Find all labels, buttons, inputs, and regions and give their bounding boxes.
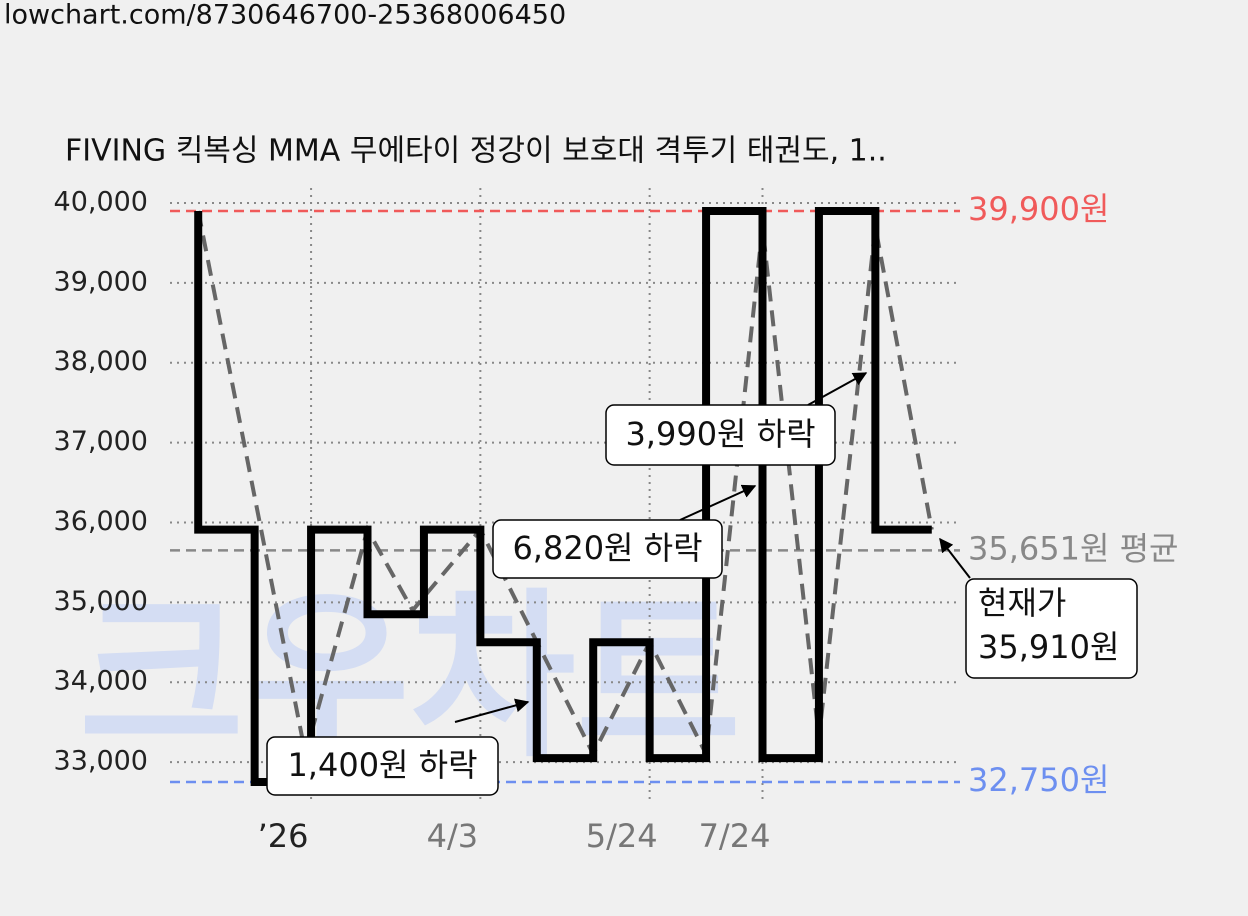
reference-label: 39,900원	[968, 190, 1109, 228]
annotation-arrow	[807, 372, 868, 406]
y-tick-label: 38,000	[54, 346, 148, 377]
reference-label: 32,750원	[968, 761, 1109, 799]
url: lowchart.com/8730646700-25368006450	[4, 0, 566, 31]
y-tick-label: 34,000	[54, 666, 148, 697]
annotation-box	[266, 736, 499, 796]
x-tick-label: 5/24	[586, 817, 658, 855]
annotation-box	[492, 519, 723, 579]
y-tick-label: 40,000	[54, 186, 148, 217]
annotation-arrow	[454, 698, 530, 723]
y-tick-label: 37,000	[54, 426, 148, 457]
annotation-text: 현재가	[978, 584, 1066, 622]
y-tick-label: 39,000	[54, 266, 148, 297]
annotation-text: 35,910원	[978, 628, 1119, 666]
annotation-arrow	[939, 537, 971, 579]
annotation-text: 1,400원 하락	[287, 746, 477, 784]
x-tick-label: 7/24	[699, 817, 771, 855]
x-tick-label: 4/3	[427, 817, 479, 855]
annotation-arrow	[679, 484, 757, 521]
y-tick-label: 36,000	[54, 506, 148, 537]
x-tick-label: ’26	[258, 817, 309, 855]
y-tick-label: 35,000	[54, 586, 148, 617]
price-line	[194, 206, 932, 787]
chart-title: FIVING 킥복싱 MMA 무에타이 정강이 보호대 격투기 태권도, 1..	[65, 134, 887, 169]
reference-label: 35,651원 평균	[968, 529, 1178, 567]
y-tick-label: 33,000	[54, 746, 148, 777]
annotation-text: 3,990원 하락	[625, 415, 815, 453]
annotation-box	[965, 578, 1138, 679]
annotation-box	[605, 404, 836, 466]
annotation-text: 6,820원 하락	[512, 529, 702, 567]
